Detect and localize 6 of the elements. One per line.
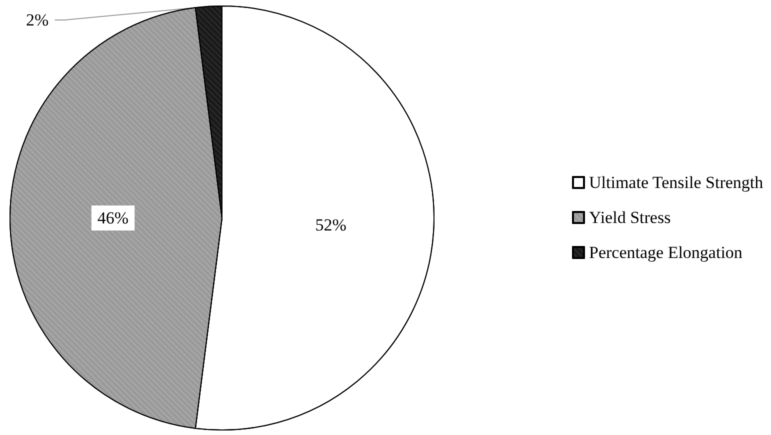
data-label: 46% [97,208,129,228]
data-label: 52% [315,215,346,234]
legend-label: Yield Stress [589,208,671,227]
data-label: 2% [26,10,49,30]
legend-label: Ultimate Tensile Strength [589,173,764,192]
legend-label: Percentage Elongation [589,243,743,262]
